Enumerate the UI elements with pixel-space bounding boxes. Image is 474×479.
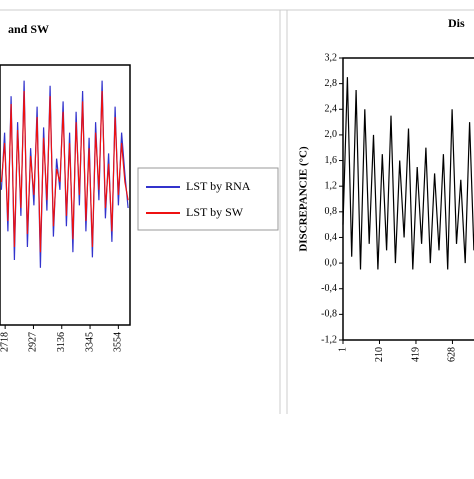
data-line	[342, 77, 474, 270]
plot-area	[342, 57, 474, 341]
y-tick-label: 2,4	[325, 104, 338, 115]
y-tick-label: 1,2	[325, 180, 338, 191]
x-tick-label: 3554	[113, 332, 124, 352]
y-tick-label: 0,8	[325, 206, 338, 217]
y-tick-label: 2,8	[325, 78, 338, 89]
y-tick-label: 0,4	[325, 232, 338, 243]
y-tick-label: 1,6	[325, 155, 338, 166]
data-line	[0, 90, 129, 253]
x-tick-label: 628	[447, 347, 458, 362]
x-tick-label: 419	[410, 347, 421, 362]
legend-label: LST by RNA	[186, 179, 251, 193]
y-tick-label: 2,0	[325, 129, 338, 140]
x-tick-label: 2718	[0, 332, 10, 352]
y-axis-label: DISCREPANCIE (°C)	[298, 146, 310, 252]
y-tick-label: 0,0	[325, 257, 338, 268]
y-tick-label: -0,4	[321, 283, 337, 294]
chart-title: Dis	[448, 16, 465, 30]
y-tick-label: 3,2	[325, 52, 338, 63]
x-tick-label: 3136	[56, 332, 67, 352]
x-tick-label: 3345	[84, 332, 95, 352]
y-tick-label: -0,8	[321, 309, 337, 320]
x-tick-label: 2927	[28, 332, 39, 352]
x-tick-label: 1	[337, 347, 348, 352]
chart-title: and SW	[8, 22, 49, 36]
legend	[137, 167, 279, 231]
legend-label: LST by SW	[186, 205, 244, 219]
x-tick-label: 210	[374, 347, 385, 362]
y-tick-label: -1,2	[321, 334, 337, 345]
